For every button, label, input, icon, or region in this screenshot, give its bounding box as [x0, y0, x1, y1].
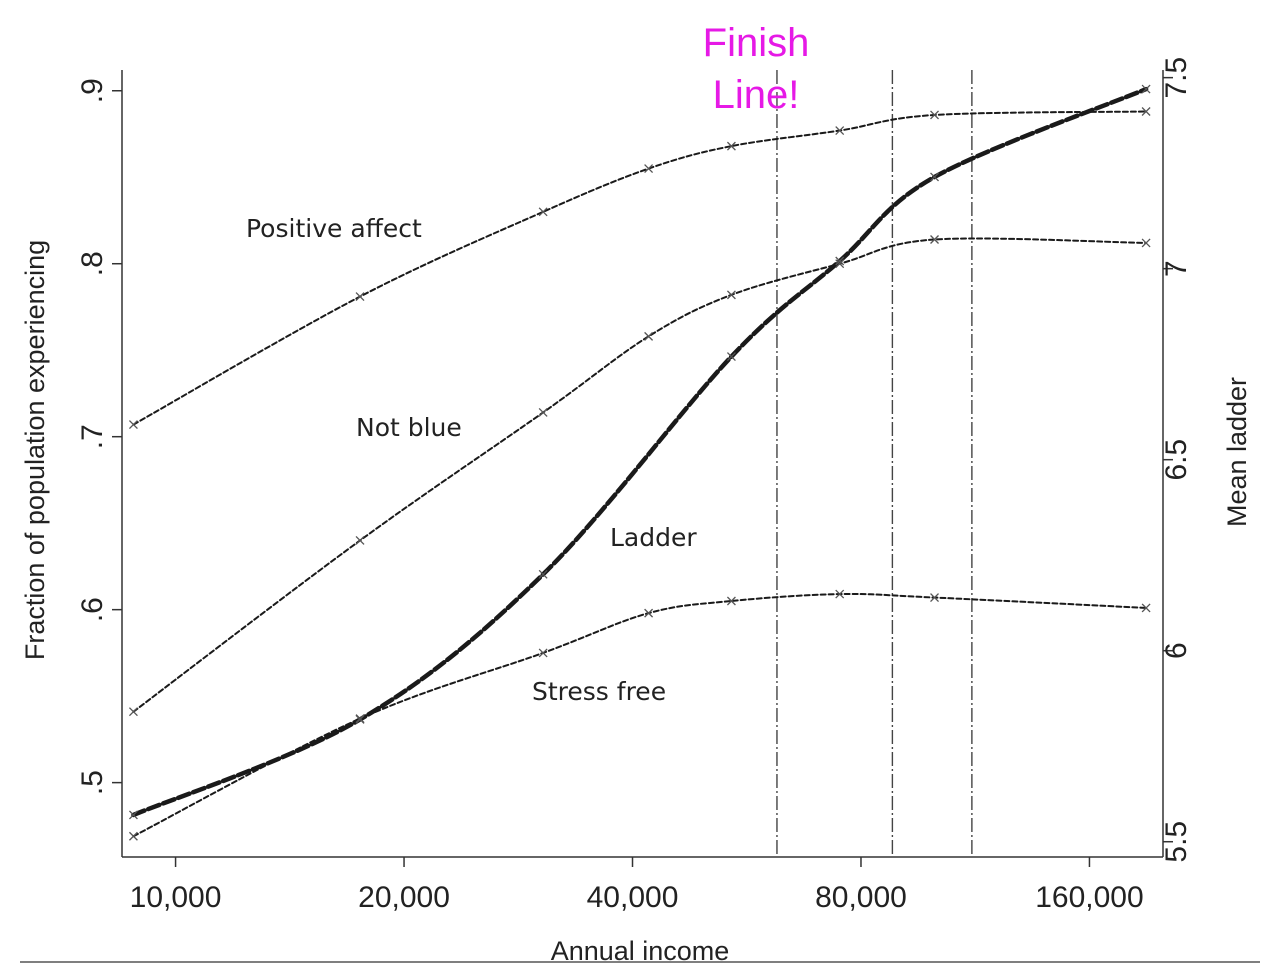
point-positive-affect — [726, 141, 736, 151]
point-not-blue — [355, 536, 365, 545]
y-tick-label-right: 5.5 — [1160, 821, 1193, 863]
marker-stroke — [128, 707, 138, 717]
y-tick-label-left: .7 — [76, 424, 109, 449]
point-positive-affect — [1141, 107, 1151, 116]
series-line-positive-affect — [132, 110, 1148, 426]
marker-stroke — [835, 256, 845, 266]
y-tick-label-left: .9 — [76, 78, 109, 103]
point-not-blue — [128, 707, 138, 717]
point-not-blue — [930, 235, 939, 244]
marker-stroke — [644, 608, 654, 618]
series-line-ladder — [131, 86, 1149, 818]
marker-stroke — [644, 331, 654, 341]
y-tick-label-left: .6 — [76, 597, 109, 622]
point-not-blue — [644, 331, 654, 341]
finish-annotation-line2: Line! — [713, 73, 800, 117]
marker-stroke — [128, 831, 138, 841]
point-positive-affect — [538, 207, 548, 217]
label-positive-affect: Positive affect — [246, 214, 422, 243]
label-ladder: Ladder — [610, 523, 697, 552]
point-positive-affect — [355, 292, 365, 302]
y-tick-label-left: .8 — [76, 251, 109, 276]
x-tick-label: 160,000 — [1035, 881, 1143, 914]
point-ladder — [1141, 84, 1151, 94]
finish-annotation-line1: Finish — [703, 21, 810, 65]
point-ladder — [930, 172, 939, 182]
marker-stroke — [355, 715, 365, 724]
x-tick-label: 20,000 — [358, 881, 450, 914]
point-stress-free — [726, 596, 736, 606]
point-not-blue — [1141, 238, 1151, 248]
point-ladder — [538, 569, 548, 579]
marker-stroke — [726, 352, 736, 361]
marker-stroke — [128, 810, 138, 820]
marker-stroke — [835, 589, 845, 599]
marker-stroke — [930, 593, 939, 603]
series-layer — [131, 86, 1149, 838]
point-not-blue — [726, 290, 736, 300]
marker-stroke — [538, 648, 548, 658]
marker-stroke — [930, 110, 939, 120]
marker-stroke — [355, 536, 365, 545]
marker-stroke — [128, 420, 138, 430]
y-axis-title-left: Fraction of population experiencing — [20, 240, 50, 660]
point-stress-free — [538, 648, 548, 658]
marker-stroke — [726, 596, 736, 606]
marker-stroke — [355, 292, 365, 302]
y-tick-label-right: 7 — [1160, 260, 1193, 277]
marker-stroke — [1141, 84, 1151, 94]
series-line-stress-free — [132, 592, 1148, 838]
point-stress-free — [930, 593, 939, 603]
series-line-not-blue — [132, 237, 1148, 713]
y-tick-label-left: .5 — [76, 770, 109, 795]
point-positive-affect — [644, 164, 654, 174]
y-tick-label-right: 6 — [1160, 642, 1193, 659]
point-not-blue — [538, 408, 548, 417]
point-stress-free — [835, 589, 845, 599]
point-stress-free — [1141, 603, 1151, 613]
marker-stroke — [1141, 603, 1151, 613]
x-tick-label: 40,000 — [587, 881, 679, 914]
y-tick-label-right: 6.5 — [1160, 439, 1193, 481]
marker-stroke — [726, 290, 736, 300]
point-stress-free — [644, 608, 654, 618]
point-not-blue — [835, 259, 845, 269]
marker-stroke — [644, 164, 654, 174]
point-ladder — [355, 715, 365, 724]
marker-stroke — [726, 141, 736, 151]
point-ladder — [128, 810, 138, 820]
point-positive-affect — [930, 110, 939, 120]
point-stress-free — [128, 831, 138, 841]
axis-ticks: 10,000 20,000 40,000 80,000 160,000 .5 .6 .7 .8.… — [76, 57, 1193, 914]
label-not-blue: Not blue — [356, 413, 462, 442]
y-tick-label-right: 7.5 — [1160, 57, 1193, 99]
x-axis-title: Annual income — [551, 936, 730, 966]
point-ladder — [835, 256, 845, 266]
markers-layer — [128, 84, 1151, 841]
marker-stroke — [930, 235, 939, 244]
reference-lines — [776, 70, 973, 857]
point-positive-affect — [835, 126, 845, 135]
point-positive-affect — [128, 420, 138, 430]
marker-stroke — [835, 259, 845, 269]
point-ladder — [726, 352, 736, 361]
marker-stroke — [1141, 238, 1151, 248]
y-axis-title-right: Mean ladder — [1222, 377, 1252, 527]
x-tick-label: 10,000 — [130, 881, 222, 914]
marker-stroke — [930, 172, 939, 182]
marker-stroke — [538, 569, 548, 579]
marker-stroke — [538, 207, 548, 217]
x-tick-label: 80,000 — [815, 881, 907, 914]
label-stress-free: Stress free — [532, 677, 666, 706]
marker-stroke — [1141, 107, 1151, 116]
marker-stroke — [835, 126, 845, 135]
marker-stroke — [538, 408, 548, 417]
